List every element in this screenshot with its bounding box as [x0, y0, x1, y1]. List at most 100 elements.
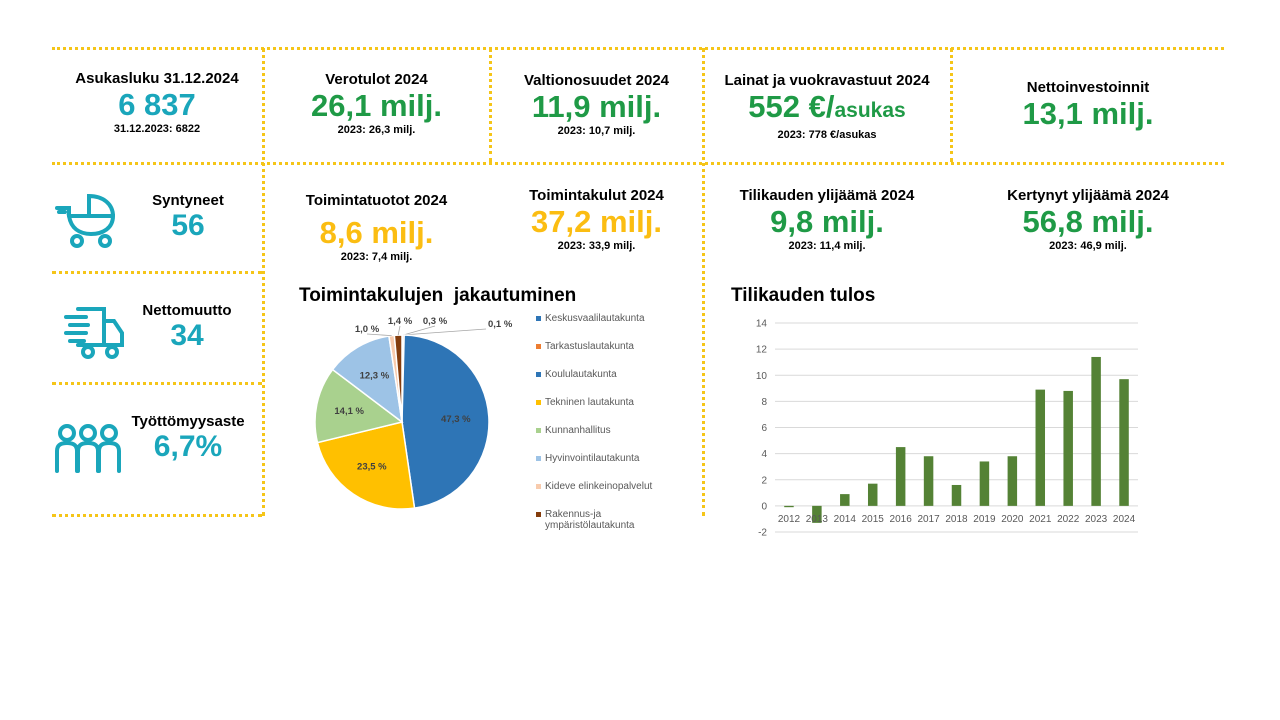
col-divider-4 [950, 48, 953, 162]
bar-chart-title: Tilikauden tulos [731, 285, 876, 306]
bar-chart: 14 12 10 8 6 4 2 0 -2 2012 2013 2014 2015 2016 2017 201… [756, 319, 1138, 539]
y-tick-label: 12 [756, 345, 768, 356]
legend-swatch [536, 400, 541, 405]
pie-slice [314, 368, 404, 444]
legend-label: Rakennus-ja ympäristölautakunta [545, 509, 635, 531]
bar [1119, 379, 1129, 506]
pie-slice [401, 334, 490, 509]
pie-data-label: 23,5 % [357, 462, 387, 473]
x-tick-label: 2013 [806, 514, 829, 525]
kpi-verotulot: Verotulot 2024 26,1 milj. 2023: 26,3 mil… [264, 71, 489, 136]
bar [812, 505, 822, 523]
kpi-title: Valtionosuudet 2024 [523, 72, 670, 89]
kpi-asukasluku: Asukasluku 31.12.2024 6 837 31.12.2023: … [52, 70, 262, 135]
legend-item: Rakennus-ja ympäristölautakunta [536, 509, 676, 537]
x-tick-label: 2014 [834, 514, 857, 525]
bar [784, 505, 794, 508]
kpi-previous: 31.12.2023: 6822 [113, 123, 201, 135]
kpi-title: Kertynyt ylijäämä 2024 [1007, 187, 1169, 204]
legend-label: Tarkastuslautakunta [545, 341, 634, 352]
kpi-value: 6 837 [118, 87, 196, 122]
pie-data-label: 1,0 % [355, 324, 380, 335]
pie-slice [331, 335, 404, 424]
kpi-toimintatuotot: Toimintatuotot 2024 8,6 milj. 2023: 7,4 … [264, 192, 489, 263]
bar [1035, 389, 1046, 506]
kpi-title: Tilikauden ylijäämä 2024 [739, 187, 915, 204]
top-divider [52, 47, 1224, 50]
row-divider [52, 162, 1224, 165]
legend-item: Koululautakunta [536, 369, 676, 397]
kpi-value: 56,8 milj. [1022, 204, 1154, 239]
col-divider-2 [489, 48, 492, 162]
side-divider-2 [52, 382, 262, 385]
pie-leader-line [402, 328, 487, 336]
legend-item: Hyvinvointilautakunta [536, 453, 676, 481]
pie-data-label: 14,1 % [334, 406, 364, 417]
legend-swatch [536, 344, 541, 349]
side-value: 6,7% [153, 430, 223, 463]
x-tick-label: 2023 [1085, 514, 1108, 525]
kpi-title: Nettoinvestoinnit [1026, 79, 1150, 96]
kpi-value: 9,8 milj. [770, 204, 884, 239]
kpi-title: Asukasluku 31.12.2024 [75, 70, 239, 87]
kpi-previous: 2023: 778 €/asukas [777, 129, 877, 141]
legend-swatch [536, 428, 541, 433]
legend-swatch [536, 456, 541, 461]
kpi-title: Toimintatuotot 2024 [305, 192, 448, 209]
kpi-kertynyt-ylijaama: Kertynyt ylijäämä 2024 56,8 milj. 2023: … [952, 187, 1224, 252]
x-tick-label: 2022 [1057, 514, 1080, 525]
kpi-value: 8,6 milj. [319, 215, 434, 250]
bar [840, 494, 850, 506]
side-nettomuutto: Nettomuutto 34 [128, 302, 246, 353]
pie-leader-line [403, 325, 436, 336]
legend-item: Kideve elinkeinopalvelut [536, 481, 676, 509]
x-tick-label: 2020 [1001, 514, 1024, 525]
kpi-lainat: Lainat ja vuokravastuut 2024 552 €/asuka… [704, 72, 950, 141]
kpi-value-number: 552 €/ [748, 89, 835, 124]
bar [1091, 356, 1101, 506]
side-syntyneet: Syntyneet 56 [130, 192, 246, 243]
pie-slice [393, 334, 403, 423]
side-value: 34 [170, 319, 204, 352]
kpi-value: 11,9 milj. [531, 89, 662, 124]
legend-swatch [536, 372, 541, 377]
bar [979, 461, 990, 506]
bar [923, 456, 934, 506]
y-tick-label: 6 [761, 423, 767, 434]
x-tick-label: 2012 [778, 514, 801, 525]
x-tick-label: 2017 [917, 514, 940, 525]
legend-label: Keskusvaalilautakunta [545, 313, 645, 324]
pie-leader-line [366, 333, 392, 337]
kpi-title: Verotulot 2024 [325, 71, 428, 88]
kpi-previous: 2023: 46,9 milj. [1049, 240, 1127, 252]
x-tick-label: 2018 [945, 514, 968, 525]
pie-data-label: 0,1 % [488, 319, 513, 330]
kpi-toimintakulut: Toimintakulut 2024 37,2 milj. 2023: 33,9… [491, 187, 702, 252]
legend-item: Tarkastuslautakunta [536, 341, 676, 369]
legend-label: Kunnanhallitus [545, 425, 611, 436]
pie-legend: Keskusvaalilautakunta Tarkastuslautakunta… [536, 313, 676, 537]
col-divider-1 [262, 48, 265, 516]
pie-data-label: 0,3 % [423, 316, 448, 327]
bar [895, 447, 906, 506]
legend-swatch [536, 512, 541, 517]
side-divider-1 [52, 271, 262, 274]
legend-label: Tekninen lautakunta [545, 397, 634, 408]
kpi-valtionosuudet: Valtionosuudet 2024 11,9 milj. 2023: 10,… [491, 72, 702, 137]
pie-leader-line [397, 325, 401, 336]
people-group-icon [55, 424, 121, 473]
legend-label: Koululautakunta [545, 369, 617, 380]
x-tick-label: 2024 [1113, 514, 1136, 525]
side-tyottomyys: Työttömyysaste 6,7% [124, 413, 252, 464]
bar [1007, 456, 1018, 506]
kpi-value: 26,1 milj. [311, 88, 442, 123]
y-tick-label: 8 [761, 397, 767, 408]
kpi-title: Toimintakulut 2024 [529, 187, 664, 204]
legend-swatch [536, 316, 541, 321]
legend-label: Kideve elinkeinopalvelut [545, 481, 653, 492]
kpi-previous: 2023: 11,4 milj. [788, 240, 866, 252]
side-divider-3 [52, 514, 262, 517]
legend-item: Keskusvaalilautakunta [536, 313, 676, 341]
kpi-value-unit: asukas [834, 99, 906, 122]
kpi-previous: 2023: 10,7 milj. [557, 125, 636, 137]
